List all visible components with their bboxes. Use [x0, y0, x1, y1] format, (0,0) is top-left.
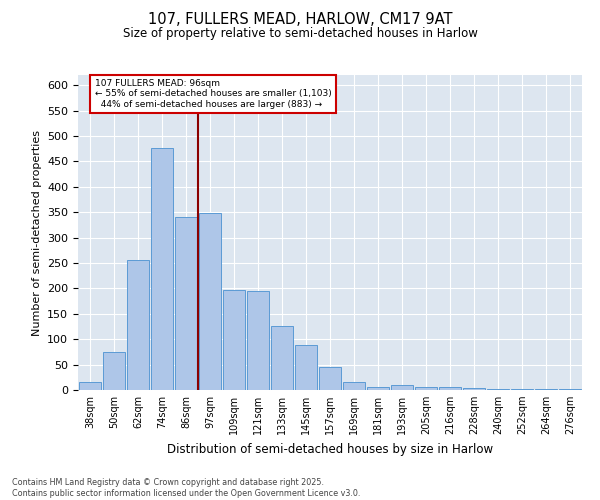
Bar	[319, 366, 341, 390]
Text: Size of property relative to semi-detached houses in Harlow: Size of property relative to semi-detach…	[122, 28, 478, 40]
Bar	[223, 290, 245, 390]
Bar	[151, 148, 173, 390]
Y-axis label: Number of semi-detached properties: Number of semi-detached properties	[32, 130, 41, 336]
Bar	[175, 218, 197, 390]
Bar	[271, 326, 293, 390]
Bar	[367, 387, 389, 390]
Bar	[463, 388, 485, 390]
Text: 107 FULLERS MEAD: 96sqm
← 55% of semi-detached houses are smaller (1,103)
  44% : 107 FULLERS MEAD: 96sqm ← 55% of semi-de…	[95, 79, 332, 109]
Bar	[103, 352, 125, 390]
Bar	[391, 385, 413, 390]
Bar	[247, 291, 269, 390]
Bar	[439, 388, 461, 390]
Text: Contains HM Land Registry data © Crown copyright and database right 2025.
Contai: Contains HM Land Registry data © Crown c…	[12, 478, 361, 498]
X-axis label: Distribution of semi-detached houses by size in Harlow: Distribution of semi-detached houses by …	[167, 442, 493, 456]
Bar	[79, 382, 101, 390]
Bar	[127, 260, 149, 390]
Bar	[295, 346, 317, 390]
Bar	[199, 213, 221, 390]
Bar	[343, 382, 365, 390]
Bar	[415, 387, 437, 390]
Text: 107, FULLERS MEAD, HARLOW, CM17 9AT: 107, FULLERS MEAD, HARLOW, CM17 9AT	[148, 12, 452, 28]
